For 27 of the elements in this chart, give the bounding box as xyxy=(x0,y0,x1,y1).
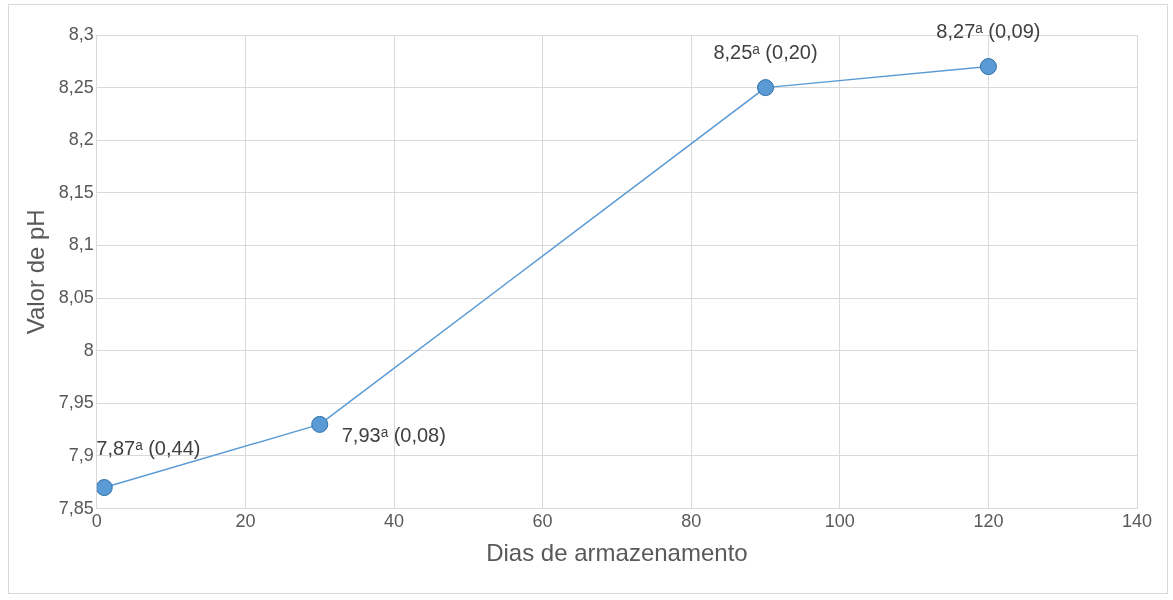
y-tick-label: 8,05 xyxy=(58,287,94,308)
x-tick-label: 80 xyxy=(681,511,702,532)
x-tick-label: 40 xyxy=(384,511,405,532)
x-axis-title: Dias de armazenamento xyxy=(486,539,748,567)
annotation: 7,87ᵃ (0,44) xyxy=(96,437,201,460)
y-tick-label: 8,25 xyxy=(58,76,94,97)
x-tick-label: 140 xyxy=(1121,511,1153,532)
y-tick-label: 7,85 xyxy=(58,497,94,518)
y-tick-label: 8,1 xyxy=(68,234,94,255)
point xyxy=(96,479,113,497)
x-tick-label: 120 xyxy=(973,511,1004,532)
point xyxy=(757,79,775,97)
x-tick-label: 60 xyxy=(532,511,553,532)
y-tick-label: 8 xyxy=(83,339,94,360)
y-tick-label: 7,9 xyxy=(68,444,94,465)
annotation: 8,25ᵃ (0,20) xyxy=(713,41,818,64)
annotation: 8,27ᵃ (0,09) xyxy=(936,20,1041,43)
y-tick-label: 8,3 xyxy=(68,23,94,44)
y-axis-title: Valor de pH xyxy=(22,209,50,335)
y-tick-label: 7,95 xyxy=(58,392,94,413)
x-tick-label: 100 xyxy=(824,511,855,532)
y-tick-label: 8,15 xyxy=(58,181,94,202)
annotation: 7,93ᵃ (0,08) xyxy=(341,423,446,446)
y-tick-label: 8,2 xyxy=(68,129,94,150)
point xyxy=(979,58,997,76)
point xyxy=(311,415,329,433)
x-tick-label: 20 xyxy=(235,511,256,532)
